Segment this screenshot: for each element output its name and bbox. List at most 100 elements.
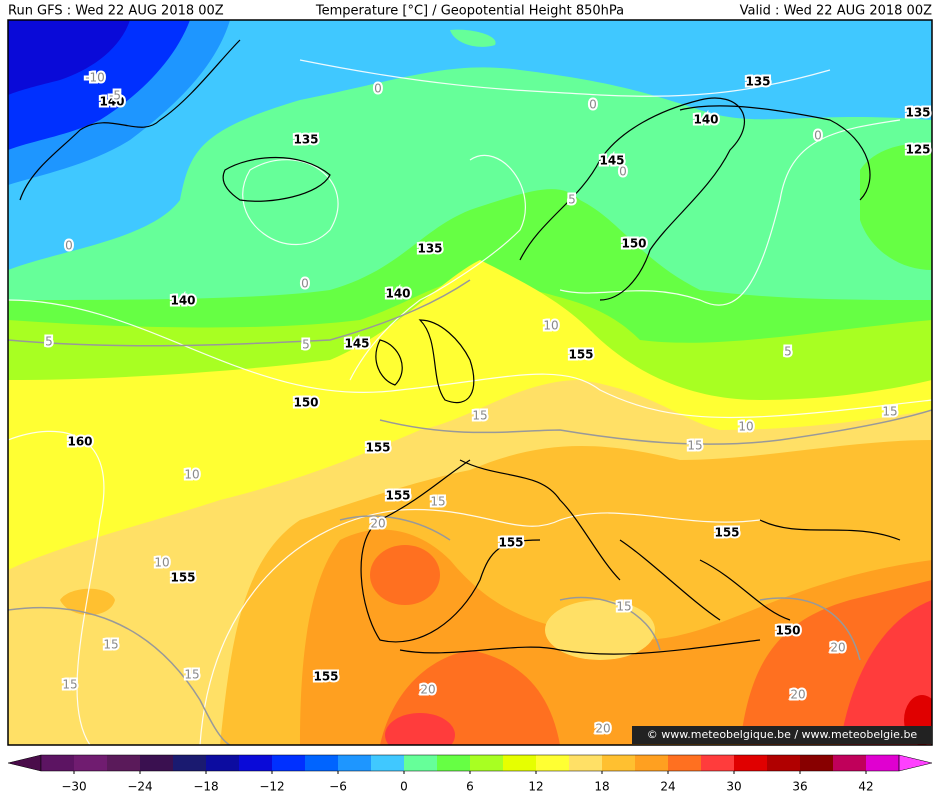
colorbar-segment <box>833 755 867 771</box>
temperature-label: 0 <box>619 165 627 179</box>
colorbar-label: 24 <box>660 780 675 794</box>
colorbar-segment <box>404 755 438 771</box>
watermark-bg <box>632 726 932 744</box>
temperature-label: 20 <box>595 722 610 736</box>
colorbar-label: −12 <box>259 780 284 794</box>
colorbar-arrow <box>898 754 933 772</box>
temperature-label: 15 <box>882 405 897 419</box>
colorbar-arrow <box>7 754 42 772</box>
temperature-label: 10 <box>154 556 169 570</box>
colorbar-segment <box>272 755 306 771</box>
height-label: 135 <box>417 242 442 256</box>
colorbar-segment <box>767 755 801 771</box>
colorbar-segment <box>239 755 273 771</box>
colorbar-segment <box>734 755 768 771</box>
run-label: Run GFS : Wed 22 AUG 2018 00Z <box>8 4 224 19</box>
height-label: 160 <box>67 435 92 449</box>
height-label: 145 <box>599 154 624 168</box>
map <box>8 20 932 745</box>
colorbar-segment <box>338 755 372 771</box>
temperature-label: 0 <box>65 239 73 253</box>
height-label: 155 <box>365 441 390 455</box>
colorbar-segment <box>569 755 603 771</box>
valid-label: Valid : Wed 22 AUG 2018 00Z <box>740 4 932 19</box>
colorbar-segment <box>206 755 240 771</box>
height-label: 140 <box>170 294 195 308</box>
temperature-label: 15 <box>616 600 631 614</box>
colorbar-segment <box>305 755 339 771</box>
temperature-label: 0 <box>301 277 309 291</box>
temperature-label: 10 <box>184 468 199 482</box>
temperature-label: 15 <box>184 668 199 682</box>
height-label: 155 <box>568 348 593 362</box>
temperature-label: 5 <box>302 338 310 352</box>
height-label: 135 <box>745 75 770 89</box>
colorbar-label: 30 <box>726 780 741 794</box>
temperature-label: 15 <box>103 638 118 652</box>
colorbar-segment <box>701 755 735 771</box>
temperature-label: 20 <box>370 517 385 531</box>
temperature-label: 5 <box>568 193 576 207</box>
colorbar-segment <box>866 755 900 771</box>
colorbar-segment <box>437 755 471 771</box>
colorbar-label: 12 <box>528 780 543 794</box>
temperature-label: 5 <box>45 335 53 349</box>
watermark: © www.meteobelgique.be / www.meteobelgie… <box>647 728 918 741</box>
colorbar-label: −24 <box>127 780 152 794</box>
colorbar-label: −6 <box>329 780 347 794</box>
colorbar-segment <box>173 755 207 771</box>
height-label: 150 <box>621 237 646 251</box>
colorbar-segment <box>41 755 75 771</box>
height-label: 145 <box>344 337 369 351</box>
colorbar-segment <box>503 755 537 771</box>
height-label: 155 <box>498 536 523 550</box>
temperature-label: 5 <box>784 345 792 359</box>
temperature-label: 15 <box>687 439 702 453</box>
height-label: 150 <box>293 396 318 410</box>
colorbar-segment <box>371 755 405 771</box>
height-label: 155 <box>313 670 338 684</box>
temperature-label: 10 <box>738 420 753 434</box>
colorbar-segment <box>800 755 834 771</box>
colorbar-segment <box>668 755 702 771</box>
temperature-label: 20 <box>830 641 845 655</box>
temperature-label: 15 <box>62 678 77 692</box>
colorbar-segment <box>140 755 174 771</box>
colorbar-segment <box>470 755 504 771</box>
temperature-label: 15 <box>430 495 445 509</box>
height-label: 140 <box>99 95 124 109</box>
height-label: 155 <box>714 526 739 540</box>
temperature-label: 10 <box>543 319 558 333</box>
colorbar-segment <box>602 755 636 771</box>
temperature-label: 15 <box>472 409 487 423</box>
height-label: 140 <box>693 113 718 127</box>
temperature-label: 0 <box>589 98 597 112</box>
temperature-label: 20 <box>790 688 805 702</box>
colorbar-label: −18 <box>193 780 218 794</box>
colorbar-label: −30 <box>61 780 86 794</box>
map-frame <box>7 19 933 746</box>
height-label: 155 <box>170 571 195 585</box>
temperature-label: 0 <box>374 82 382 96</box>
colorbar-segment <box>536 755 570 771</box>
temperature-label: 0 <box>814 129 822 143</box>
height-label: 125 <box>905 143 930 157</box>
colorbar-label: 36 <box>792 780 807 794</box>
colorbar-label: 18 <box>594 780 609 794</box>
temperature-label: 20 <box>420 683 435 697</box>
colorbar-label: 6 <box>466 780 474 794</box>
height-label: 140 <box>385 287 410 301</box>
colorbar-segment <box>107 755 141 771</box>
temperature-label: -5 <box>109 89 121 103</box>
height-label: 150 <box>775 624 800 638</box>
colorbar-segment <box>635 755 669 771</box>
colorbar-label: 0 <box>400 780 408 794</box>
temperature-label: -10 <box>85 71 105 85</box>
colorbar-label: 42 <box>858 780 873 794</box>
colorbar-segment <box>74 755 108 771</box>
height-label: 135 <box>905 106 930 120</box>
map-title: Temperature [°C] / Geopotential Height 8… <box>315 4 624 19</box>
height-label: 135 <box>293 133 318 147</box>
height-label: 155 <box>385 489 410 503</box>
